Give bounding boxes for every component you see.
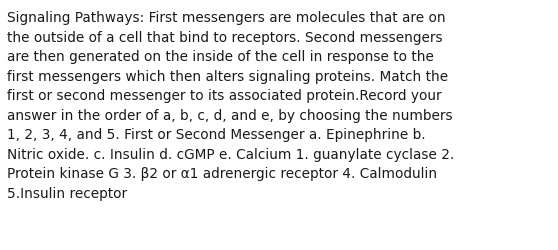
Text: Signaling Pathways: First messengers are molecules that are on
the outside of a : Signaling Pathways: First messengers are… xyxy=(7,11,454,200)
